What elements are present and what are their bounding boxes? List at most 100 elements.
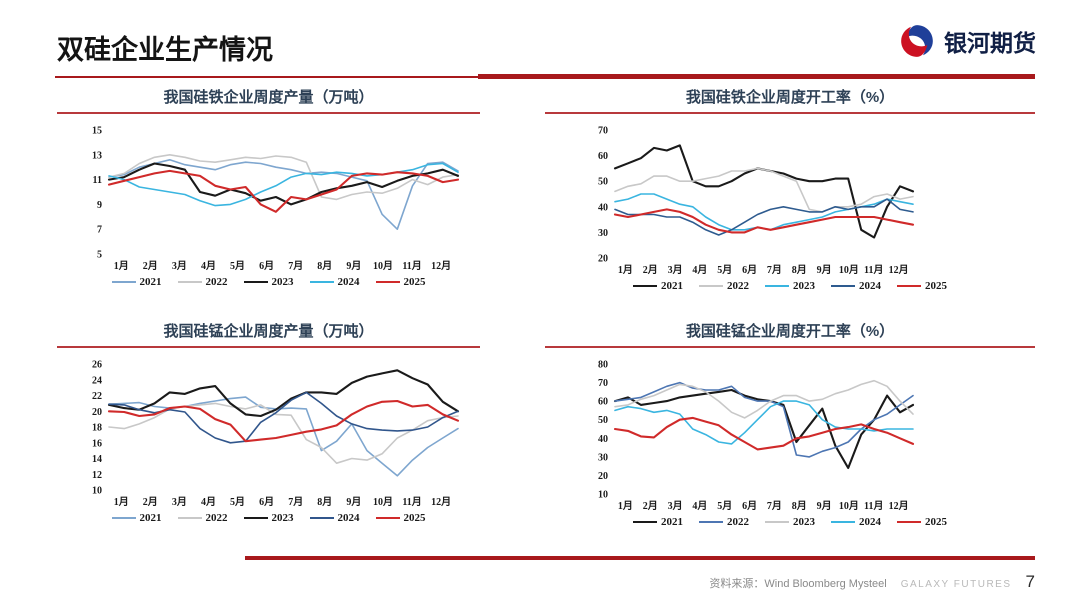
svg-text:8月: 8月 <box>317 496 332 508</box>
series-line-2024 <box>614 400 914 445</box>
svg-text:5月: 5月 <box>230 496 245 508</box>
legend-swatch <box>111 516 136 520</box>
series-line-2024 <box>614 198 914 236</box>
chart-title-underline <box>545 346 1035 348</box>
svg-text:14: 14 <box>92 454 102 465</box>
legend-swatch <box>699 520 723 524</box>
chart-title-underline <box>57 346 480 348</box>
svg-text:50: 50 <box>598 177 608 188</box>
svg-text:10月: 10月 <box>839 264 859 276</box>
svg-text:6月: 6月 <box>742 264 757 276</box>
svg-text:8月: 8月 <box>792 264 807 276</box>
svg-text:1月: 1月 <box>114 260 129 272</box>
legend-swatch <box>831 284 855 288</box>
svg-text:1月: 1月 <box>618 500 633 512</box>
legend-swatch <box>633 520 657 524</box>
svg-text:2月: 2月 <box>643 500 658 512</box>
legend-item-2024: 2024 <box>309 276 360 288</box>
svg-text:60: 60 <box>598 151 608 162</box>
series-line-2025 <box>613 208 915 234</box>
legend-item-2024: 2024 <box>309 512 360 524</box>
legend-swatch <box>309 516 334 520</box>
chart-title-simn-production: 我国硅锰企业周度产量（万吨） <box>163 323 374 340</box>
svg-text:7月: 7月 <box>288 260 303 272</box>
svg-text:16: 16 <box>92 438 102 449</box>
svg-text:18: 18 <box>92 423 102 434</box>
svg-text:2月: 2月 <box>143 496 158 508</box>
series-line-2022 <box>108 153 459 201</box>
legend-item-2022: 2022 <box>699 516 749 528</box>
simn-operating-rate-chart: 10 20 30 40 50 60 70 80 1月 2月 3月 4月 5月 6月 7月 8月 9月 10月 11月… <box>598 360 915 512</box>
series-line-2025 <box>107 399 460 443</box>
legend-label: 2023 <box>271 276 294 288</box>
svg-text:30: 30 <box>598 228 608 239</box>
svg-text:13: 13 <box>92 150 102 161</box>
svg-text:15: 15 <box>92 126 102 137</box>
legend-swatch <box>177 516 202 520</box>
svg-text:6月: 6月 <box>259 260 274 272</box>
chart-legend: 2021 2022 2023 2024 2025 <box>57 276 480 288</box>
series-line-2021 <box>108 158 459 230</box>
svg-text:8月: 8月 <box>317 260 332 272</box>
series-line-2023 <box>107 162 460 206</box>
svg-text:12月: 12月 <box>889 500 909 512</box>
series-line-2021 <box>613 388 915 470</box>
legend-label: 2022 <box>727 516 749 528</box>
svg-text:3月: 3月 <box>668 500 683 512</box>
svg-text:2月: 2月 <box>143 260 158 272</box>
svg-text:5月: 5月 <box>717 264 732 276</box>
legend-label: 2021 <box>661 516 683 528</box>
series-line-2023 <box>614 379 914 419</box>
svg-text:9: 9 <box>97 200 102 211</box>
svg-text:10月: 10月 <box>839 500 859 512</box>
legend-swatch <box>375 516 400 520</box>
legend-label: 2021 <box>661 280 683 292</box>
legend-item-2021: 2021 <box>111 512 162 524</box>
svg-text:3月: 3月 <box>172 496 187 508</box>
svg-text:80: 80 <box>598 360 608 371</box>
series-line-2022 <box>614 381 914 458</box>
legend-label: 2021 <box>139 276 162 288</box>
legend-label: 2023 <box>793 280 815 292</box>
svg-text:40: 40 <box>598 434 608 445</box>
company-logo: 银河期货 <box>898 22 1036 60</box>
svg-text:3月: 3月 <box>172 260 187 272</box>
svg-text:11月: 11月 <box>402 496 421 508</box>
svg-text:50: 50 <box>598 415 608 426</box>
svg-text:70: 70 <box>598 378 608 389</box>
legend-item-2025: 2025 <box>897 516 947 528</box>
header-underline-thin <box>55 76 480 78</box>
chart-title-underline <box>545 112 1035 114</box>
svg-text:12月: 12月 <box>431 496 451 508</box>
brand-label: GALAXY FUTURES <box>900 579 1012 590</box>
series-line-2021 <box>108 396 459 477</box>
svg-text:20: 20 <box>598 254 608 265</box>
legend-swatch <box>897 520 921 524</box>
svg-text:5月: 5月 <box>717 500 732 512</box>
legend-item-2021: 2021 <box>111 276 162 288</box>
fesi-production-panel: 我国硅铁企业周度产量（万吨） 5 7 9 11 13 15 1月 2月 3月 4月 5月 6月 7月 8月… <box>57 86 480 288</box>
svg-text:60: 60 <box>598 397 608 408</box>
legend-item-2022: 2022 <box>177 276 228 288</box>
svg-text:20: 20 <box>92 407 102 418</box>
svg-text:1月: 1月 <box>114 496 129 508</box>
svg-text:1月: 1月 <box>618 264 633 276</box>
svg-text:4月: 4月 <box>201 260 216 272</box>
legend-item-2024: 2024 <box>831 516 881 528</box>
legend-item-2025: 2025 <box>375 512 426 524</box>
chart-title-fesi-production: 我国硅铁企业周度产量（万吨） <box>163 89 374 106</box>
svg-text:7月: 7月 <box>767 264 782 276</box>
legend-label: 2025 <box>925 280 947 292</box>
svg-text:9月: 9月 <box>346 496 361 508</box>
legend-label: 2023 <box>793 516 815 528</box>
footer: 资料来源：Wind Bloomberg Mysteel GALAXY FUTUR… <box>709 572 1035 592</box>
legend-label: 2024 <box>859 516 881 528</box>
chart-legend: 2021 2022 2023 2024 2025 <box>545 516 1035 528</box>
svg-text:6月: 6月 <box>742 500 757 512</box>
series-line-2024 <box>108 391 459 444</box>
svg-text:12: 12 <box>92 470 102 481</box>
chart-title-fesi-operating-rate: 我国硅铁企业周度开工率（%） <box>685 89 895 106</box>
svg-text:11月: 11月 <box>864 264 883 276</box>
svg-text:30: 30 <box>598 452 608 463</box>
svg-text:10月: 10月 <box>373 260 393 272</box>
